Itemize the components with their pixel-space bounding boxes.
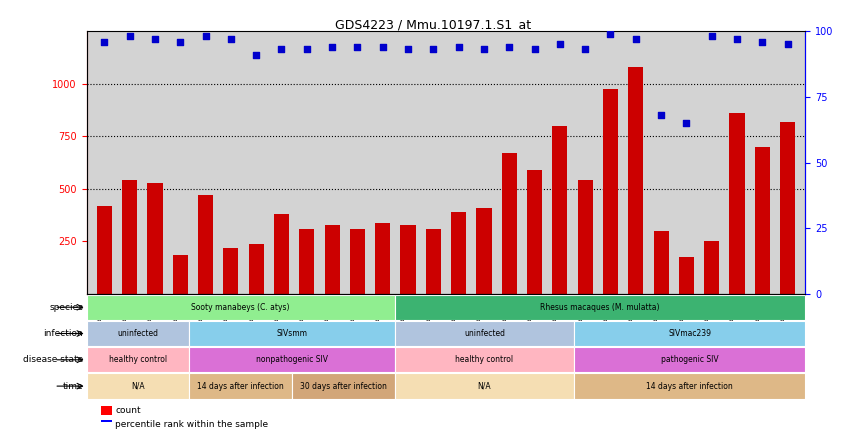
Point: [629, 36, 643, 43]
Text: GDS4223 / Mmu.10197.1.S1_at: GDS4223 / Mmu.10197.1.S1_at: [335, 18, 531, 31]
Point: [148, 36, 162, 43]
Bar: [426, 229, 441, 294]
Bar: [395, 321, 574, 346]
Text: Sooty manabeys (C. atys): Sooty manabeys (C. atys): [191, 303, 290, 312]
Point: [452, 44, 466, 51]
Text: uninfected: uninfected: [118, 329, 158, 338]
Text: N/A: N/A: [478, 381, 491, 391]
Bar: [729, 113, 745, 294]
Text: infection: infection: [43, 329, 83, 338]
Point: [401, 46, 415, 53]
Bar: [451, 212, 466, 294]
Point: [376, 44, 390, 51]
Point: [249, 51, 263, 58]
Point: [654, 112, 668, 119]
Bar: [679, 257, 694, 294]
Text: pathogenic SIV: pathogenic SIV: [661, 355, 719, 365]
Point: [97, 38, 111, 45]
Bar: [101, 420, 112, 428]
Point: [477, 46, 491, 53]
Bar: [274, 214, 289, 294]
Bar: [87, 294, 395, 320]
Bar: [476, 208, 492, 294]
Point: [426, 46, 440, 53]
Point: [351, 44, 365, 51]
Point: [604, 30, 617, 37]
Text: nonpathogenic SIV: nonpathogenic SIV: [256, 355, 328, 365]
Text: N/A: N/A: [131, 381, 145, 391]
Text: healthy control: healthy control: [456, 355, 514, 365]
Bar: [755, 147, 770, 294]
Bar: [395, 373, 574, 399]
Bar: [395, 347, 574, 373]
Bar: [375, 222, 391, 294]
Point: [275, 46, 288, 53]
Bar: [350, 229, 365, 294]
Text: uninfected: uninfected: [464, 329, 505, 338]
Text: SIVmac239: SIVmac239: [669, 329, 711, 338]
Bar: [292, 373, 395, 399]
Text: healthy control: healthy control: [109, 355, 167, 365]
Bar: [400, 225, 416, 294]
Bar: [654, 231, 669, 294]
Bar: [628, 67, 643, 294]
Bar: [190, 373, 292, 399]
Point: [680, 119, 694, 127]
Bar: [172, 255, 188, 294]
Bar: [122, 180, 137, 294]
Bar: [574, 321, 805, 346]
Text: 14 days after infection: 14 days after infection: [647, 381, 734, 391]
Bar: [223, 248, 238, 294]
Point: [300, 46, 313, 53]
Point: [123, 33, 137, 40]
Text: SIVsmm: SIVsmm: [276, 329, 307, 338]
Bar: [501, 153, 517, 294]
Text: percentile rank within the sample: percentile rank within the sample: [115, 420, 268, 428]
Bar: [147, 182, 163, 294]
Point: [224, 36, 238, 43]
Text: 30 days after infection: 30 days after infection: [300, 381, 387, 391]
Bar: [101, 406, 112, 415]
Point: [730, 36, 744, 43]
Bar: [190, 347, 395, 373]
Bar: [574, 347, 805, 373]
Bar: [299, 229, 314, 294]
Bar: [190, 321, 395, 346]
Bar: [87, 321, 190, 346]
Point: [325, 44, 339, 51]
Point: [173, 38, 187, 45]
Bar: [780, 122, 795, 294]
Point: [198, 33, 212, 40]
Bar: [553, 126, 567, 294]
Bar: [325, 225, 339, 294]
Bar: [574, 373, 805, 399]
Bar: [249, 244, 264, 294]
Bar: [198, 195, 213, 294]
Bar: [97, 206, 112, 294]
Point: [502, 44, 516, 51]
Text: count: count: [115, 406, 141, 415]
Point: [781, 41, 795, 48]
Text: species: species: [49, 303, 83, 312]
Text: disease state: disease state: [23, 355, 83, 365]
Bar: [578, 180, 593, 294]
Text: 14 days after infection: 14 days after infection: [197, 381, 284, 391]
Bar: [603, 89, 618, 294]
Bar: [527, 170, 542, 294]
Bar: [395, 294, 805, 320]
Text: time: time: [62, 381, 83, 391]
Point: [553, 41, 567, 48]
Point: [705, 33, 719, 40]
Bar: [87, 347, 190, 373]
Bar: [704, 242, 720, 294]
Point: [755, 38, 769, 45]
Bar: [87, 373, 190, 399]
Text: Rhesus macaques (M. mulatta): Rhesus macaques (M. mulatta): [540, 303, 660, 312]
Point: [527, 46, 541, 53]
Point: [578, 46, 592, 53]
